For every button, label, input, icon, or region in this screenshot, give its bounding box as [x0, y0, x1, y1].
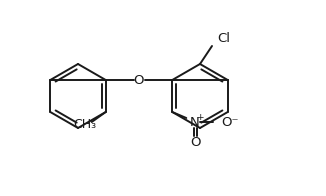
Text: O: O — [134, 74, 144, 86]
Text: +: + — [196, 113, 203, 122]
Text: Cl: Cl — [217, 32, 230, 44]
Text: O⁻: O⁻ — [221, 115, 239, 129]
Text: O: O — [190, 136, 201, 150]
Text: N: N — [189, 115, 199, 129]
Text: CH₃: CH₃ — [73, 117, 96, 131]
